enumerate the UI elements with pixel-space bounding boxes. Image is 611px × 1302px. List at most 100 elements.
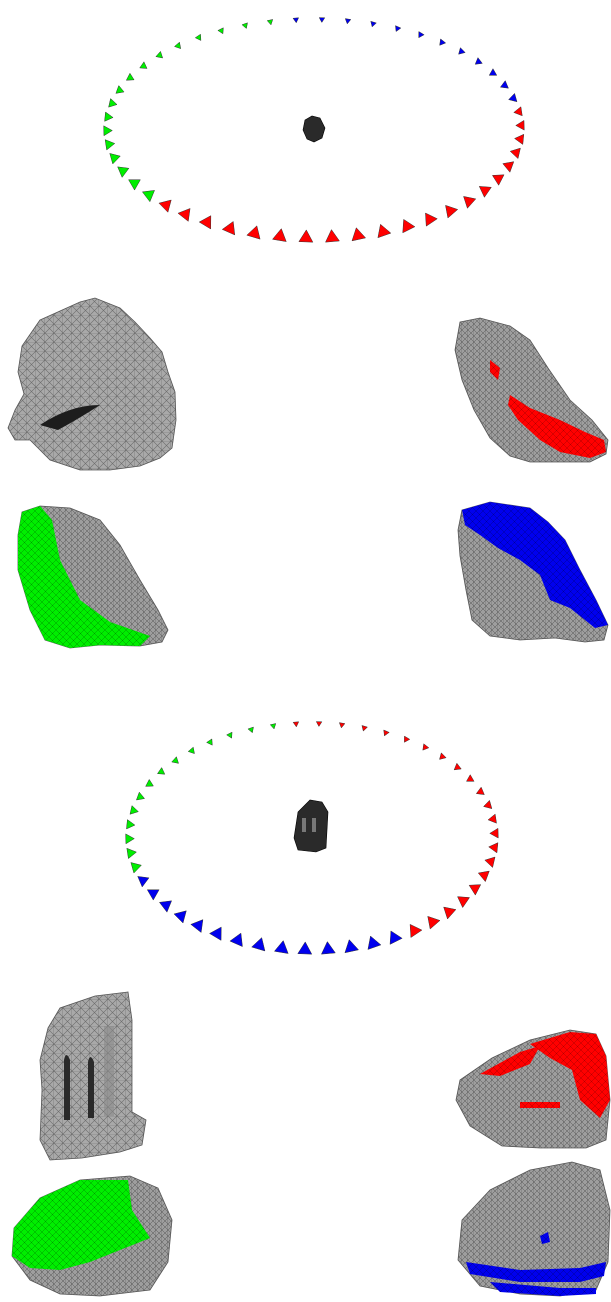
camera-marker bbox=[475, 786, 485, 795]
camera-marker bbox=[445, 204, 459, 219]
camera-marker bbox=[478, 186, 492, 198]
camera-marker bbox=[130, 862, 142, 874]
camera-marker bbox=[488, 68, 498, 76]
camera-marker bbox=[409, 923, 423, 938]
camera-marker bbox=[457, 896, 471, 909]
camera-marker bbox=[361, 725, 368, 732]
camera-marker bbox=[103, 125, 113, 137]
camera-marker bbox=[489, 827, 499, 839]
camera-marker bbox=[226, 731, 233, 739]
camera-marker bbox=[509, 147, 521, 160]
camera-marker bbox=[221, 221, 236, 236]
camera-marker bbox=[404, 735, 411, 743]
camera-marker bbox=[338, 722, 346, 729]
camera-marker bbox=[395, 25, 402, 32]
camera-marker bbox=[370, 20, 377, 28]
camera-marker bbox=[491, 174, 505, 186]
camera-marker bbox=[247, 726, 254, 734]
camera-marker bbox=[139, 61, 148, 69]
camera-marker bbox=[402, 218, 416, 234]
camera-marker bbox=[266, 19, 274, 26]
camera-marker bbox=[292, 721, 300, 728]
camera-marker bbox=[241, 22, 248, 29]
camera-marker bbox=[109, 153, 121, 165]
camera-ring-shell bbox=[103, 17, 525, 243]
camera-marker bbox=[272, 228, 287, 242]
camera-marker bbox=[125, 833, 135, 845]
camera-marker bbox=[128, 179, 141, 191]
shell-view-full bbox=[7, 297, 177, 471]
camera-marker bbox=[177, 208, 191, 222]
shell-view-green bbox=[17, 505, 169, 649]
camera-marker bbox=[198, 215, 212, 230]
camera-marker bbox=[484, 856, 496, 868]
camera-marker bbox=[292, 17, 300, 24]
camera-marker bbox=[117, 166, 130, 178]
camera-marker bbox=[422, 743, 430, 751]
shell-center-object bbox=[302, 115, 326, 143]
camera-marker bbox=[367, 935, 382, 950]
temple-view-full bbox=[39, 991, 147, 1161]
camera-marker bbox=[108, 98, 118, 108]
camera-marker bbox=[129, 805, 139, 815]
camera-marker bbox=[425, 212, 438, 227]
camera-marker bbox=[439, 38, 447, 46]
camera-marker bbox=[474, 57, 483, 65]
camera-marker bbox=[173, 910, 187, 924]
camera-marker bbox=[297, 941, 313, 955]
camera-marker bbox=[377, 223, 392, 239]
camera-marker bbox=[488, 842, 499, 854]
camera-marker bbox=[155, 50, 164, 59]
camera-marker bbox=[389, 930, 403, 945]
camera-marker bbox=[187, 746, 195, 754]
camera-marker bbox=[246, 225, 261, 240]
camera-marker bbox=[502, 161, 515, 173]
camera-marker bbox=[483, 799, 493, 810]
temple-view-red bbox=[455, 1029, 611, 1149]
camera-marker bbox=[126, 847, 137, 860]
camera-marker bbox=[217, 27, 224, 35]
camera-marker bbox=[157, 767, 166, 775]
camera-marker bbox=[508, 92, 518, 103]
camera-marker bbox=[351, 227, 367, 242]
camera-marker bbox=[453, 762, 462, 771]
camera-marker bbox=[418, 31, 425, 39]
camera-marker bbox=[171, 756, 179, 764]
camera-marker bbox=[466, 774, 475, 782]
camera-marker bbox=[427, 915, 441, 930]
camera-marker bbox=[318, 17, 326, 23]
camera-marker bbox=[190, 919, 204, 933]
camera-marker bbox=[298, 229, 314, 243]
camera-marker bbox=[487, 813, 497, 824]
camera-marker bbox=[173, 41, 182, 50]
camera-marker bbox=[513, 106, 523, 117]
camera-marker bbox=[206, 738, 213, 746]
camera-marker bbox=[136, 791, 146, 801]
camera-marker bbox=[141, 190, 155, 203]
camera-marker bbox=[463, 196, 477, 209]
camera-marker bbox=[104, 139, 116, 151]
camera-marker bbox=[321, 941, 336, 955]
camera-marker bbox=[514, 133, 525, 145]
camera-marker bbox=[115, 85, 125, 94]
shell-view-blue bbox=[457, 501, 609, 643]
camera-marker bbox=[383, 729, 390, 737]
camera-marker bbox=[325, 229, 340, 243]
temple-center-object bbox=[293, 799, 329, 853]
camera-marker bbox=[443, 906, 457, 920]
camera-marker bbox=[209, 926, 222, 941]
camera-ring-temple bbox=[125, 721, 499, 955]
camera-marker bbox=[137, 876, 150, 888]
camera-marker bbox=[145, 778, 154, 787]
camera-marker bbox=[344, 18, 352, 25]
camera-marker bbox=[194, 33, 202, 41]
camera-marker bbox=[146, 889, 160, 901]
camera-marker bbox=[315, 721, 323, 727]
camera-marker bbox=[125, 72, 135, 81]
camera-marker bbox=[251, 937, 266, 952]
camera-marker bbox=[158, 199, 172, 213]
camera-marker bbox=[344, 939, 359, 954]
camera-marker bbox=[515, 119, 525, 131]
camera-marker bbox=[439, 752, 447, 760]
